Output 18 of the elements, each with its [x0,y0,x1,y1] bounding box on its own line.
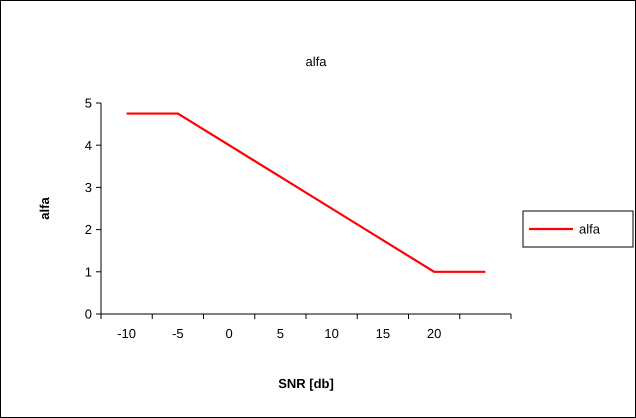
x-tick-label: 20 [426,326,442,341]
x-axis-title: SNR [db] [278,376,334,391]
y-tick-label: 3 [84,180,92,195]
y-tick-label: 4 [84,138,92,153]
x-tick-label: 10 [324,326,339,341]
x-tick-label: 5 [276,326,284,341]
legend-label: alfa [579,222,601,237]
chart-title: alfa [306,54,328,69]
x-tick-label: -10 [117,326,136,341]
x-tick-label: 0 [226,326,233,341]
y-tick-label: 1 [84,264,92,280]
y-tick-label: 2 [84,222,92,238]
x-tick-label: 15 [376,326,390,341]
y-axis-title: alfa [37,196,52,220]
x-tick-label: -5 [172,326,184,341]
y-tick-label: 5 [84,96,92,111]
y-tick-label: 0 [84,306,92,322]
line-series [126,112,486,273]
